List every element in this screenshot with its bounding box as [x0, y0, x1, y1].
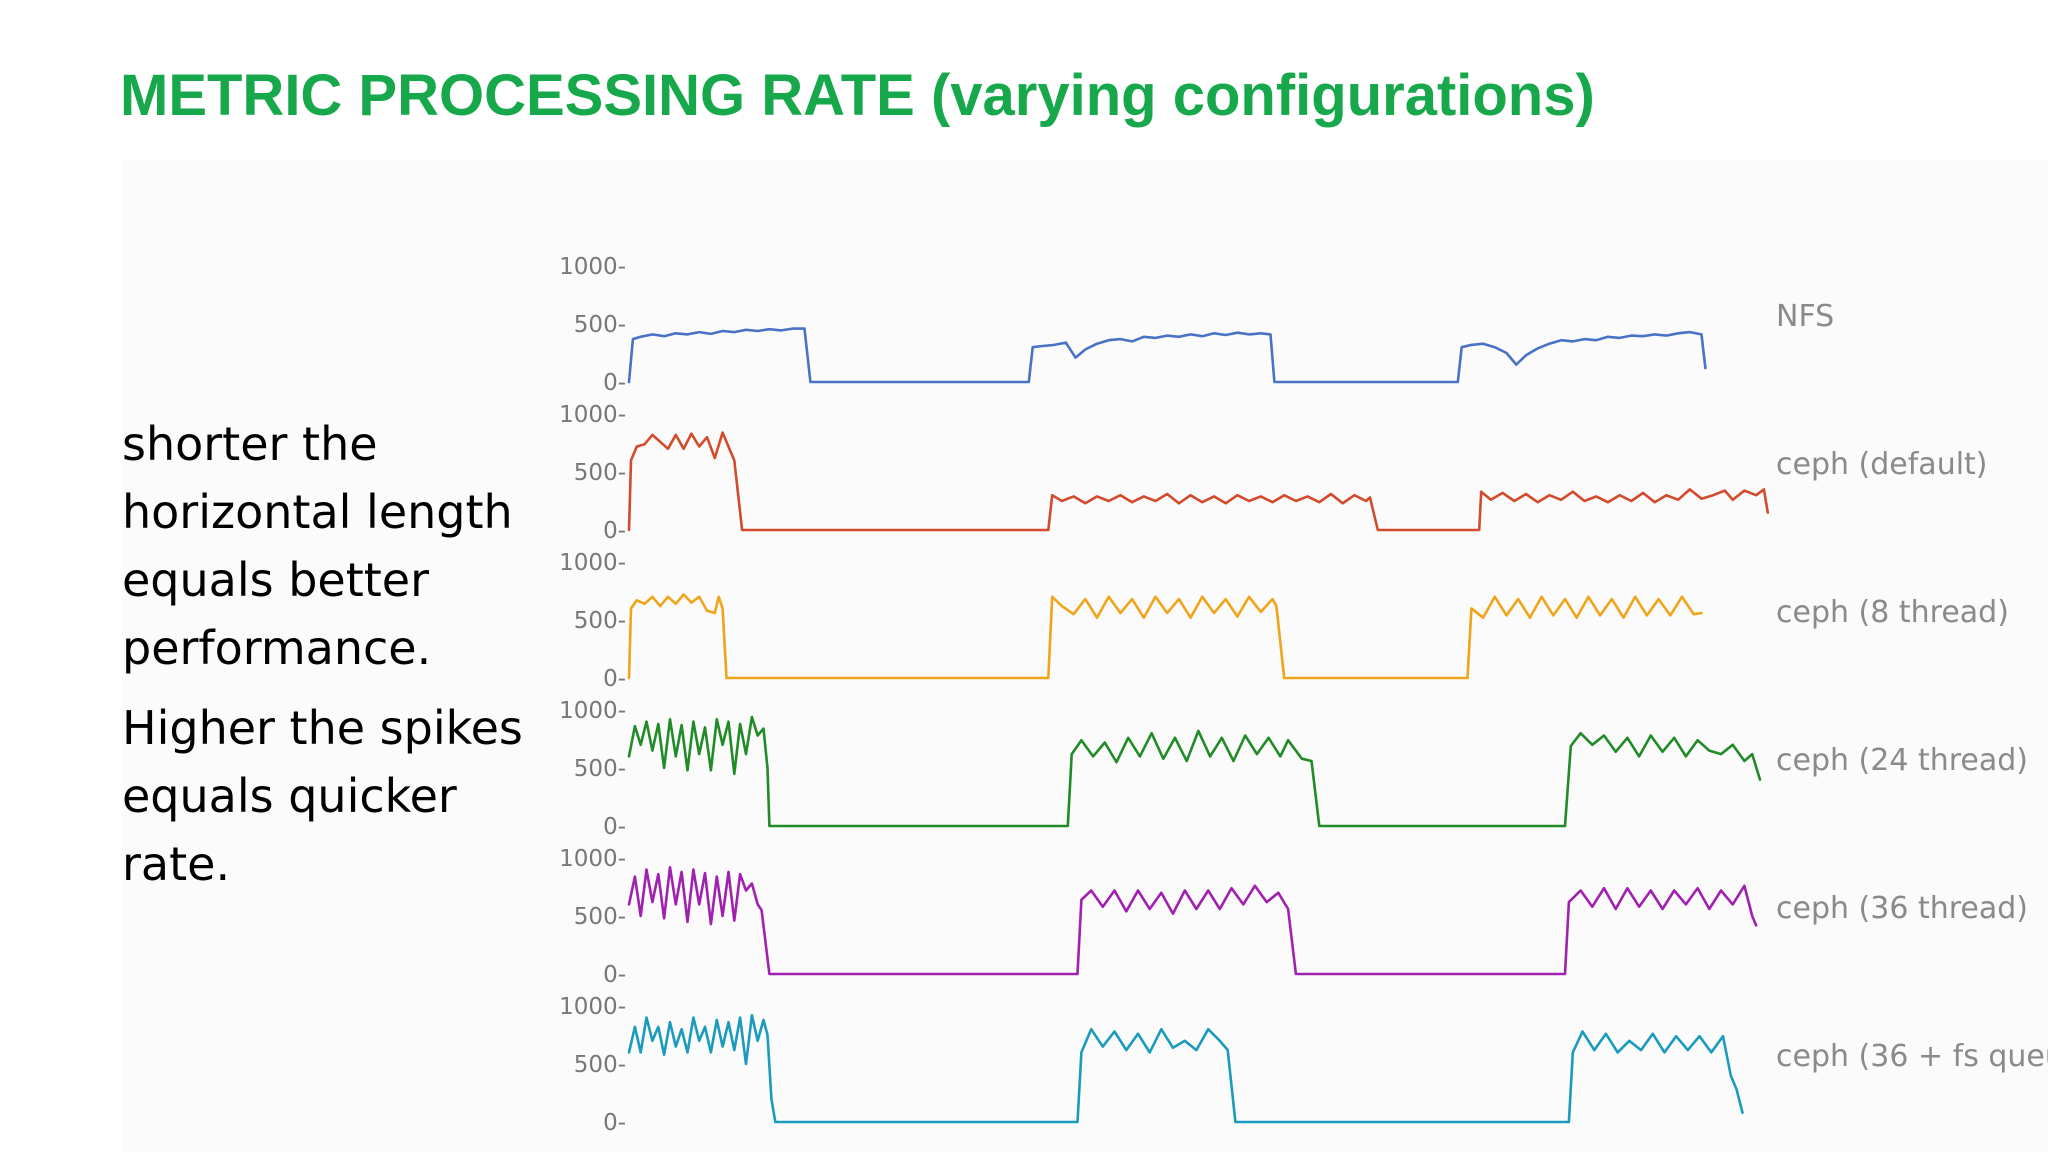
series-label: ceph (24 thread) [1776, 743, 2028, 778]
series-line-ceph-8-thread [627, 593, 1703, 680]
series-line-ceph-36-thread [627, 866, 1758, 976]
series-label: ceph (default) [1776, 447, 1988, 482]
y-tick-label: 500- [574, 756, 626, 782]
series-line-nfs [627, 327, 1707, 384]
y-tick-label: 0- [603, 370, 626, 396]
y-tick-label: 500- [574, 1052, 626, 1078]
series-label: ceph (36 thread) [1776, 891, 2028, 926]
series-line-ceph-24-thread [627, 715, 1762, 828]
y-tick-label: 0- [603, 962, 626, 988]
caption-line-spikes: Higher the spikes equals quicker rate. [122, 701, 523, 891]
y-tick-label: 1000- [559, 402, 626, 428]
y-tick-label: 0- [603, 814, 626, 840]
series-line-ceph-36-fs-queue [627, 1014, 1744, 1124]
caption-text: shorter the horizontal length equals bet… [122, 410, 542, 898]
y-tick-label: 500- [574, 608, 626, 634]
caption-line-length: shorter the horizontal length equals bet… [122, 417, 513, 675]
y-tick-label: 1000- [559, 698, 626, 724]
series-line-ceph-default [627, 431, 1770, 532]
y-tick-label: 1000- [559, 254, 626, 280]
y-tick-label: 500- [574, 312, 626, 338]
y-tick-label: 1000- [559, 846, 626, 872]
chart-backdrop [122, 160, 2048, 1152]
series-label: ceph (36 + fs queue) [1776, 1039, 2048, 1074]
y-tick-label: 0- [603, 666, 626, 692]
y-tick-label: 0- [603, 518, 626, 544]
y-tick-label: 500- [574, 904, 626, 930]
series-label: NFS [1776, 299, 1834, 334]
y-tick-label: 0- [603, 1110, 626, 1136]
y-tick-label: 1000- [559, 550, 626, 576]
series-label: ceph (8 thread) [1776, 595, 2009, 630]
slide-title: METRIC PROCESSING RATE (varying configur… [120, 63, 1595, 128]
y-tick-label: 500- [574, 460, 626, 486]
y-tick-label: 1000- [559, 994, 626, 1020]
